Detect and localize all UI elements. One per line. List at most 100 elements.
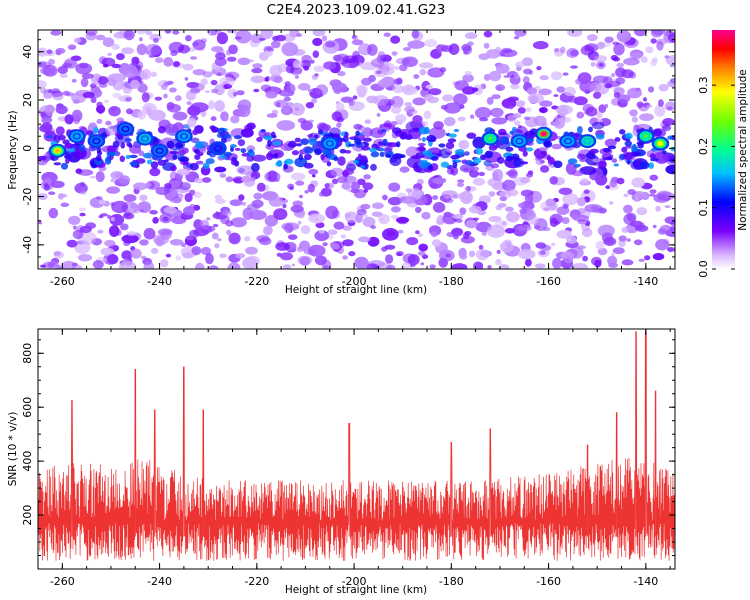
- spectrogram-blob: [215, 211, 220, 216]
- spectrogram-band-blob: [626, 159, 631, 165]
- spectrogram-blob: [60, 193, 67, 198]
- spectrogram-blob: [53, 251, 65, 259]
- spectrogram-blob: [483, 42, 490, 49]
- spectrogram-blob: [204, 90, 210, 94]
- spectrogram-blob: [429, 264, 436, 269]
- spectrogram-blob: [404, 105, 415, 113]
- spectrogram-band-blob: [273, 140, 281, 146]
- spectrogram-blob: [318, 229, 325, 234]
- spectrogram-blob: [282, 264, 292, 269]
- spectrogram-blob: [563, 86, 576, 97]
- spectrogram-blob: [170, 198, 180, 204]
- spectrogram-blob: [413, 74, 420, 79]
- spectrogram-blob: [583, 189, 590, 194]
- spectrogram-band-blob: [303, 162, 314, 169]
- spectrogram-blob: [473, 261, 484, 269]
- spectrogram-blob: [145, 180, 161, 190]
- spectrogram-blob: [468, 205, 482, 214]
- spectrogram-blob: [211, 232, 219, 240]
- spectrogram-blob: [152, 217, 159, 224]
- spectrogram-blob: [415, 230, 420, 235]
- spectrogram-blob: [187, 117, 197, 128]
- spectrogram-band-blob: [229, 144, 237, 148]
- spectrogram-blob: [407, 40, 425, 49]
- spectrogram-blob: [562, 72, 569, 76]
- spectrogram-blob: [330, 167, 344, 177]
- spectrogram-blob: [627, 189, 636, 195]
- spectrogram-blob: [468, 250, 476, 258]
- spectrogram-band-blob: [219, 154, 224, 159]
- spectrogram-blob: [315, 222, 325, 229]
- spectrogram-blob: [598, 63, 604, 67]
- spectrogram-blob: [121, 250, 133, 260]
- spectrogram-blob: [658, 194, 667, 201]
- spectrogram-blob: [593, 91, 602, 99]
- spectrogram-blob: [525, 258, 532, 267]
- spectrogram-blob: [520, 200, 535, 211]
- spectrogram-blob: [499, 196, 507, 202]
- spectrogram-blob: [363, 189, 368, 193]
- spectrogram-blob: [299, 256, 310, 267]
- spectrogram-blob: [358, 236, 371, 243]
- y-tick-label: 40: [21, 45, 34, 59]
- spectrogram-blob: [491, 117, 508, 125]
- spectrogram-hotspot: [541, 131, 547, 136]
- spectrogram-blob: [260, 30, 274, 40]
- spectrogram-band-blob: [422, 150, 433, 157]
- spectrogram-blob: [399, 166, 410, 173]
- x-tick-label: -240: [147, 575, 172, 588]
- spectrogram-blob: [464, 70, 472, 76]
- spectrogram-blob: [430, 231, 438, 238]
- spectrogram-blob: [175, 255, 182, 261]
- spectrogram-blob: [348, 251, 356, 257]
- spectrogram-blob: [295, 180, 305, 186]
- spectrogram-blob: [287, 234, 298, 240]
- spectrogram-blob: [487, 224, 505, 238]
- spectrogram-blob: [615, 67, 626, 78]
- spectrogram-blob: [652, 253, 665, 261]
- spectrogram-hotspot: [657, 141, 663, 146]
- spectrogram-blob: [160, 259, 169, 268]
- spectrogram-hotspot: [55, 148, 60, 153]
- spectrogram-band-blob: [376, 147, 386, 152]
- spectrogram-blob: [291, 172, 306, 181]
- spectrogram-blob: [131, 56, 140, 65]
- spectrogram-blob: [111, 200, 128, 214]
- x-tick-label: -260: [50, 275, 75, 288]
- spectrogram-blob: [508, 105, 514, 110]
- spectrogram-blob: [538, 88, 552, 96]
- spectrogram-blob: [300, 225, 311, 235]
- spectrogram-band-blob: [667, 135, 673, 140]
- spectrogram-blob: [616, 30, 632, 43]
- colorbar-ticks: 0.0 0.1 0.2 0.3: [697, 76, 735, 278]
- spectrogram-blob: [183, 206, 195, 216]
- spectrogram-hotspot: [585, 139, 590, 144]
- spectrogram-blob: [129, 144, 142, 154]
- spectrogram-blob: [237, 57, 251, 66]
- spectrogram-blob: [331, 111, 343, 122]
- spectrogram-hotspot: [123, 127, 128, 131]
- spectrogram-band-blob: [256, 137, 263, 142]
- spectrogram-band-blob: [333, 156, 339, 162]
- spectrogram-blob: [353, 123, 363, 130]
- spectrogram-blob: [97, 76, 109, 85]
- spectrogram-blob: [263, 225, 273, 236]
- spectrogram-blob: [110, 178, 115, 183]
- spectrogram-band-blob: [194, 148, 200, 155]
- spectrogram-band-blob: [614, 137, 621, 142]
- spectrogram-blob: [350, 188, 360, 194]
- spectrogram-band-blob: [322, 149, 332, 156]
- spectrogram-blob: [64, 114, 74, 125]
- spectrogram-band-blob: [358, 159, 369, 164]
- spectrogram-blob: [143, 227, 156, 240]
- spectrogram-band-blob: [475, 147, 483, 155]
- spectrogram-blob: [195, 262, 205, 269]
- spectrogram-blob: [74, 182, 88, 194]
- spectrogram-blob: [149, 33, 162, 41]
- spectrogram-blob: [325, 182, 334, 190]
- spectrogram-band-blob: [104, 157, 112, 165]
- spectrogram-blob: [362, 182, 374, 190]
- spectrogram-band-blob: [399, 131, 408, 140]
- spectrogram-blob: [604, 36, 614, 43]
- spectrogram-band-blob: [368, 147, 377, 153]
